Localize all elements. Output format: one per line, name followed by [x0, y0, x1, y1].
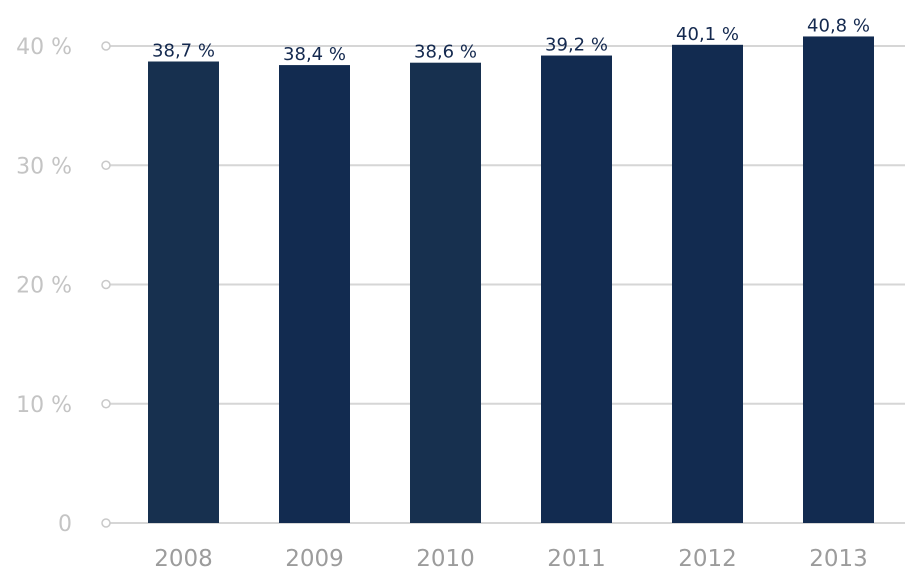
data-label: 38,6 % — [414, 42, 477, 63]
data-label: 40,1 % — [676, 24, 739, 45]
data-label: 40,8 % — [807, 15, 870, 36]
y-tick-marker — [101, 399, 111, 409]
gridlines — [106, 45, 905, 524]
bar-2011 — [541, 55, 612, 523]
x-category-label: 2010 — [416, 546, 475, 572]
y-tick-marker — [101, 160, 111, 170]
y-tick-label: 30 % — [16, 154, 72, 179]
bar-2008 — [148, 61, 219, 523]
x-category-label: 2008 — [154, 546, 213, 572]
data-labels: 38,7 % 38,4 % 38,6 % 39,2 % 40,1 % 40,8 % — [152, 15, 870, 65]
data-label: 38,4 % — [283, 44, 346, 65]
y-tick-marker — [101, 518, 111, 528]
data-label: 39,2 % — [545, 35, 608, 56]
bar-2013 — [803, 36, 874, 524]
y-tick-label: 20 % — [16, 274, 72, 299]
data-label: 38,7 % — [152, 41, 215, 62]
x-category-label: 2012 — [678, 546, 737, 572]
bars — [148, 36, 874, 524]
bar-2010 — [410, 62, 481, 523]
x-category-label: 2013 — [809, 546, 868, 572]
y-tick-label: 10 % — [16, 393, 72, 418]
x-category-label: 2011 — [547, 546, 606, 572]
y-tick-label: 0 — [58, 512, 72, 537]
bar-2012 — [672, 44, 743, 524]
bar-2009 — [279, 65, 350, 523]
x-category-label: 2009 — [285, 546, 344, 572]
y-axis-ticks: 0 10 % 20 % 30 % 40 % — [16, 35, 111, 537]
x-axis-categories: 2008 2009 2010 2011 2012 2013 — [154, 546, 868, 572]
y-tick-label: 40 % — [16, 35, 72, 60]
y-tick-marker — [101, 279, 111, 290]
y-tick-marker — [101, 41, 111, 51]
